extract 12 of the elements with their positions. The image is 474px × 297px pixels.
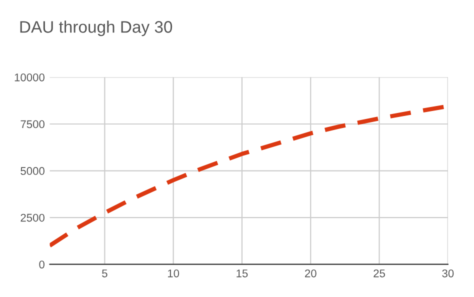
x-tick-label: 15 (236, 270, 248, 278)
x-tick-label: 25 (374, 269, 385, 278)
x-tick-label: 5 (102, 270, 108, 278)
x-tick-label: 30 (442, 269, 454, 278)
y-tick-label: 2500 (20, 214, 44, 222)
chart-title: DAU through Day 30 (20, 20, 172, 36)
y-tick-label: 5000 (20, 167, 44, 175)
x-tick-label: 20 (305, 269, 316, 278)
y-tick-label: 0 (39, 260, 44, 268)
y-tick-label: 7500 (20, 120, 44, 128)
x-tick-label: 10 (168, 269, 180, 278)
y-tick-label: 10000 (14, 73, 44, 82)
